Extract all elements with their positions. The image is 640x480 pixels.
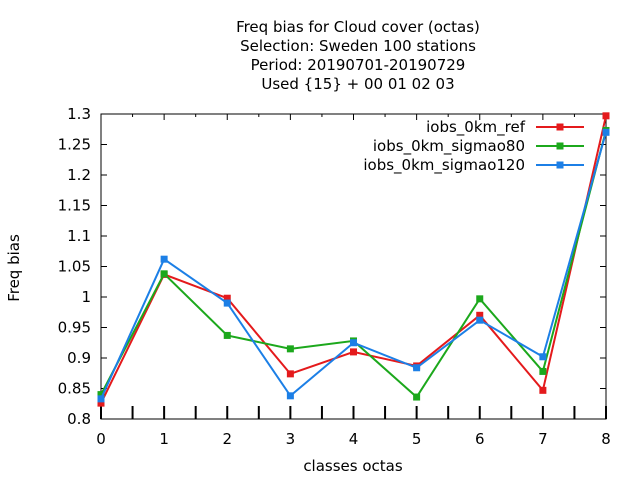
x-tick-label: 3 bbox=[286, 430, 296, 448]
chart-title-line: Selection: Sweden 100 stations bbox=[240, 37, 476, 55]
data-point bbox=[602, 112, 610, 120]
y-tick-label: 1.3 bbox=[67, 105, 91, 123]
x-tick-label: 0 bbox=[96, 430, 106, 448]
legend-label: iobs_0km_sigmao120 bbox=[363, 156, 525, 175]
data-point bbox=[539, 353, 547, 361]
data-point bbox=[223, 299, 231, 307]
data-point bbox=[97, 399, 105, 407]
legend-label: iobs_0km_sigmao80 bbox=[373, 137, 525, 156]
y-axis-label: Freq bias bbox=[5, 234, 23, 302]
data-point bbox=[160, 255, 168, 263]
data-point bbox=[539, 367, 547, 375]
y-tick-label: 0.95 bbox=[58, 319, 91, 337]
y-tick-label: 1.15 bbox=[58, 197, 91, 215]
series-line-iobs_0km_ref bbox=[100, 115, 607, 404]
x-tick-label: 1 bbox=[159, 430, 169, 448]
legend-marker bbox=[556, 161, 564, 169]
data-point bbox=[602, 128, 610, 136]
x-axis-label: classes octas bbox=[303, 457, 403, 475]
x-tick-label: 7 bbox=[538, 430, 548, 448]
axes: 0.8 0.85 0.9 0.95 1 1.05 1.1 1.15 1.2 1.25 1.3 0 1 2 3… bbox=[5, 105, 611, 475]
x-tick-label: 8 bbox=[601, 430, 611, 448]
y-tick-label: 1 bbox=[81, 288, 91, 306]
legend-marker bbox=[556, 142, 564, 150]
series bbox=[97, 112, 610, 407]
plot-frame bbox=[100, 113, 607, 420]
data-point bbox=[539, 386, 547, 394]
chart-title-line: Period: 20190701-20190729 bbox=[251, 56, 466, 74]
data-point bbox=[286, 370, 294, 378]
data-point bbox=[97, 395, 105, 403]
series-line-iobs_0km_sigmao120 bbox=[100, 132, 607, 400]
legend: iobs_0km_refiobs_0km_sigmao80iobs_0km_si… bbox=[363, 118, 584, 175]
legend-label: iobs_0km_ref bbox=[426, 118, 526, 137]
chart-title-line: Freq bias for Cloud cover (octas) bbox=[236, 18, 480, 36]
chart-title: Freq bias for Cloud cover (octas)Selecti… bbox=[236, 18, 480, 93]
data-point bbox=[97, 391, 105, 399]
y-tick-label: 1.25 bbox=[58, 136, 91, 154]
legend-marker bbox=[556, 123, 564, 131]
data-point bbox=[476, 316, 484, 324]
y-tick-label: 1.05 bbox=[58, 258, 91, 276]
data-point bbox=[223, 331, 231, 339]
y-tick-label: 0.8 bbox=[67, 410, 91, 428]
chart-title-line: Used {15} + 00 01 02 03 bbox=[261, 75, 454, 93]
y-tick-label: 0.9 bbox=[67, 349, 91, 367]
series-line-iobs_0km_sigmao80 bbox=[100, 130, 607, 399]
y-tick-label: 0.85 bbox=[58, 380, 91, 398]
data-point bbox=[476, 311, 484, 319]
x-tick-label: 5 bbox=[412, 430, 422, 448]
data-point bbox=[350, 348, 357, 356]
x-tick-label: 6 bbox=[475, 430, 485, 448]
data-point bbox=[223, 294, 231, 302]
data-point bbox=[476, 295, 484, 303]
data-point bbox=[413, 393, 421, 401]
data-point bbox=[350, 339, 357, 347]
y-tick-label: 1.1 bbox=[67, 227, 91, 245]
data-point bbox=[286, 392, 294, 400]
x-tick-label: 4 bbox=[349, 430, 359, 448]
x-tick-label: 2 bbox=[222, 430, 232, 448]
data-point bbox=[286, 345, 294, 353]
y-tick-label: 1.2 bbox=[67, 166, 91, 184]
data-point bbox=[160, 270, 168, 278]
data-point bbox=[413, 364, 421, 372]
